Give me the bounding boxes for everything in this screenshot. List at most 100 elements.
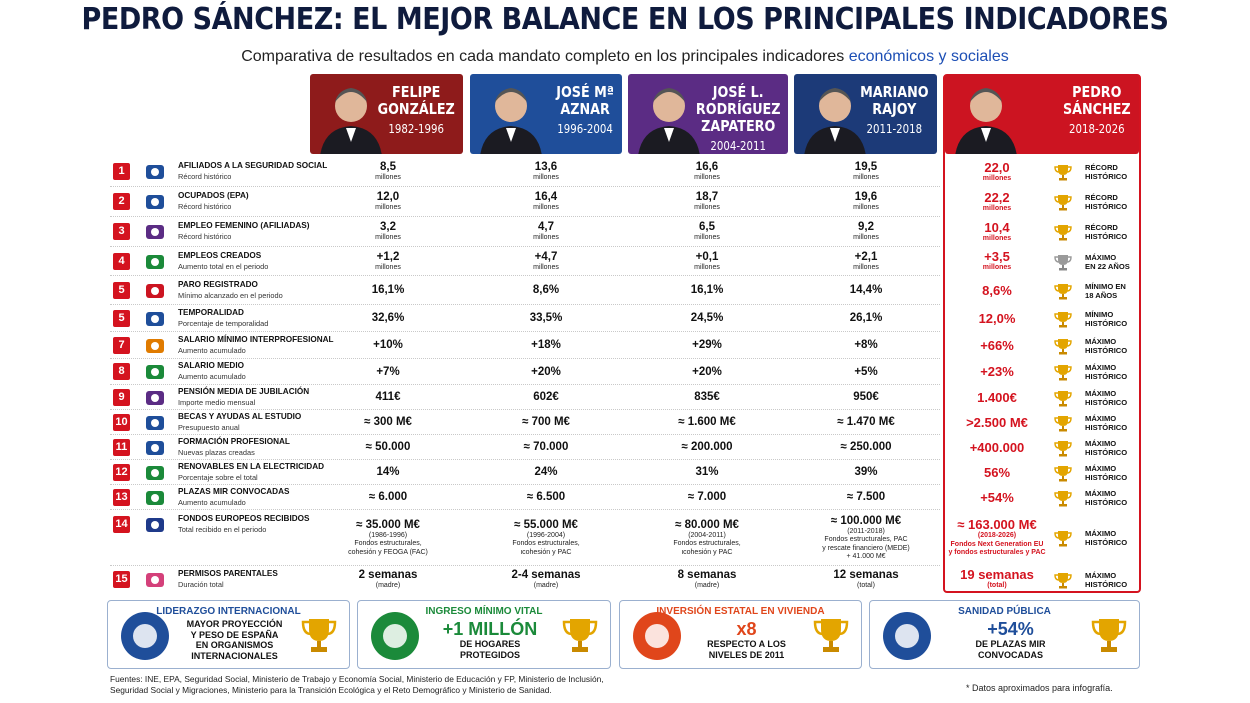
value-cell: 16,4 millones (471, 187, 621, 217)
value-cell: ≈ 1.600 M€ (632, 410, 782, 435)
name-line: JOSÉ L. (712, 83, 764, 101)
value-detail: millones (694, 174, 720, 182)
trophy-icon (1054, 365, 1072, 381)
subtitle: Comparativa de resultados en cada mandat… (0, 48, 1250, 66)
value-detail: Fondos estructurales, (354, 540, 422, 548)
footnote: * Datos aproximados para infografía. (966, 683, 1113, 693)
highlight-line: Y PESO DE ESPAÑA (190, 629, 279, 640)
row-title: FORMACIÓN PROFESIONAL (178, 436, 290, 446)
value-cell: ≈ 55.000 M€ (1996-2004) Fondos estructural… (471, 510, 621, 566)
column-header: JOSÉ L. RODRÍGUEZ ZAPATERO 2004-2011 (628, 74, 788, 154)
value-cell: 14% (313, 460, 463, 485)
value: 8,5 (380, 161, 396, 174)
value: +20% (531, 365, 561, 378)
row-separator (110, 186, 940, 187)
name-line: ZAPATERO (700, 117, 775, 135)
value: 39% (854, 466, 878, 478)
value-cell: ≈ 6.000 (313, 485, 463, 510)
row-number: 15 (113, 570, 130, 588)
row-subtitle: Aumento acumulado (178, 497, 246, 507)
highlight-line: INTERNACIONALES (191, 650, 278, 661)
value-cell: 8,6% (922, 276, 1072, 305)
value: +23% (980, 364, 1014, 379)
value: +10% (373, 339, 403, 351)
row-label: PLAZAS MIR CONVOCADAS Aumento acumulado (178, 487, 348, 507)
badge-line: EN 22 AÑOS (1085, 261, 1130, 271)
value-cell: +0,1 millones (632, 247, 782, 276)
badge-line: 18 AÑOS (1085, 290, 1118, 300)
badge-line: HISTÓRICO (1085, 202, 1128, 211)
row-label: RENOVABLES EN LA ELECTRICIDAD Porcentaje … (178, 462, 348, 482)
value: ≈ 100.000 M€ (830, 514, 902, 527)
value: +3,5 (984, 249, 1010, 265)
value-cell: +20% (632, 359, 782, 385)
value-cell: +18% (471, 332, 621, 359)
trophy-icon (1054, 225, 1072, 241)
value-cell: 14,4% (791, 276, 941, 305)
value-detail: (1986-1996) (368, 531, 408, 539)
row-subtitle: Aumento acumulado (178, 345, 246, 355)
value: 13,6 (534, 161, 558, 174)
row-title: FONDOS EUROPEOS RECIBIDOS (178, 514, 310, 523)
icon (146, 311, 164, 326)
trophy-icon (1054, 531, 1072, 547)
value-cell: ≈ 35.000 M€ (1986-1996) Fondos estructural… (313, 510, 463, 566)
trophy (1091, 617, 1127, 655)
row-subtitle: Importe medio mensual (178, 397, 256, 407)
badge: MÁXIMO HISTÓRICO (1085, 385, 1140, 410)
value-cell: ≈ 7.500 (791, 485, 941, 510)
value: 14,4% (849, 284, 883, 296)
name-line: MARIANO (860, 83, 929, 101)
value-cell: 16,1% (313, 276, 463, 305)
trophy (1054, 464, 1072, 482)
trophy (1054, 489, 1072, 507)
highlight-line: NIVELES DE 2011 (708, 649, 785, 660)
value-detail: millones (982, 204, 1012, 212)
value-detail: Fondos estructurales, (512, 540, 580, 548)
value-cell: +8% (791, 332, 941, 359)
row-label: FORMACIÓN PROFESIONAL Nuevas plazas cread… (178, 437, 348, 457)
highlight-figure: +1 MILLÓN (442, 619, 538, 639)
portrait (320, 88, 382, 154)
icon (146, 415, 164, 430)
candidate-name: MARIANO RAJOY 2011-2018 (860, 84, 929, 138)
row-subtitle: Mínimo alcanzado en el periodo (178, 290, 283, 300)
badge: MÁXIMO HISTÓRICO (1085, 460, 1140, 485)
trophy-icon (1054, 283, 1072, 299)
column-header: FELIPE GONZÁLEZ 1982-1996 (310, 74, 463, 154)
value-cell: 22,2 millones (922, 187, 1072, 217)
row-number: 3 (113, 223, 130, 240)
icon (883, 612, 931, 660)
row-icon (143, 436, 167, 460)
value: 22,2 (984, 189, 1010, 205)
row-title: BECAS Y AYUDAS AL ESTUDIO (178, 411, 302, 421)
row-number: 11 (113, 438, 130, 456)
trophy-icon (813, 619, 849, 652)
row-icon (143, 160, 167, 184)
value-cell: +29% (632, 332, 782, 359)
value: 26,1% (849, 312, 883, 324)
value: 16,4 (534, 191, 558, 204)
row-icon (143, 307, 167, 331)
value-detail: millones (375, 263, 401, 271)
trophy (1054, 363, 1072, 381)
trophy-icon (1054, 490, 1072, 506)
badge-line: MÁXIMO (1085, 438, 1117, 448)
highlight-icon (880, 609, 934, 663)
highlight-title: INGRESO MÍNIMO VITAL (425, 606, 543, 617)
value: 22,0 (984, 159, 1010, 175)
row-label: FONDOS EUROPEOS RECIBIDOS Total recibido … (178, 514, 348, 534)
value-cell: ≈ 70.000 (471, 435, 621, 460)
row-separator (110, 358, 940, 359)
badge: RÉCORD HISTÓRICO (1085, 157, 1140, 187)
row-label: PERMISOS PARENTALES Duración total (178, 569, 348, 589)
badge: MÍNIMO EN 18 AÑOS (1085, 276, 1140, 305)
value-cell: 950€ (791, 385, 941, 410)
row-icon (143, 411, 167, 435)
row-separator (110, 216, 940, 217)
row-label: AFILIADOS A LA SEGURIDAD SOCIAL Récord hi… (178, 161, 348, 181)
sources: Fuentes: INE, EPA, Seguridad Social, Min… (110, 674, 604, 696)
value-cell: 835€ (632, 385, 782, 410)
badge: MÍNIMO HISTÓRICO (1085, 305, 1140, 332)
badge-line: HISTÓRICO (1085, 397, 1128, 407)
